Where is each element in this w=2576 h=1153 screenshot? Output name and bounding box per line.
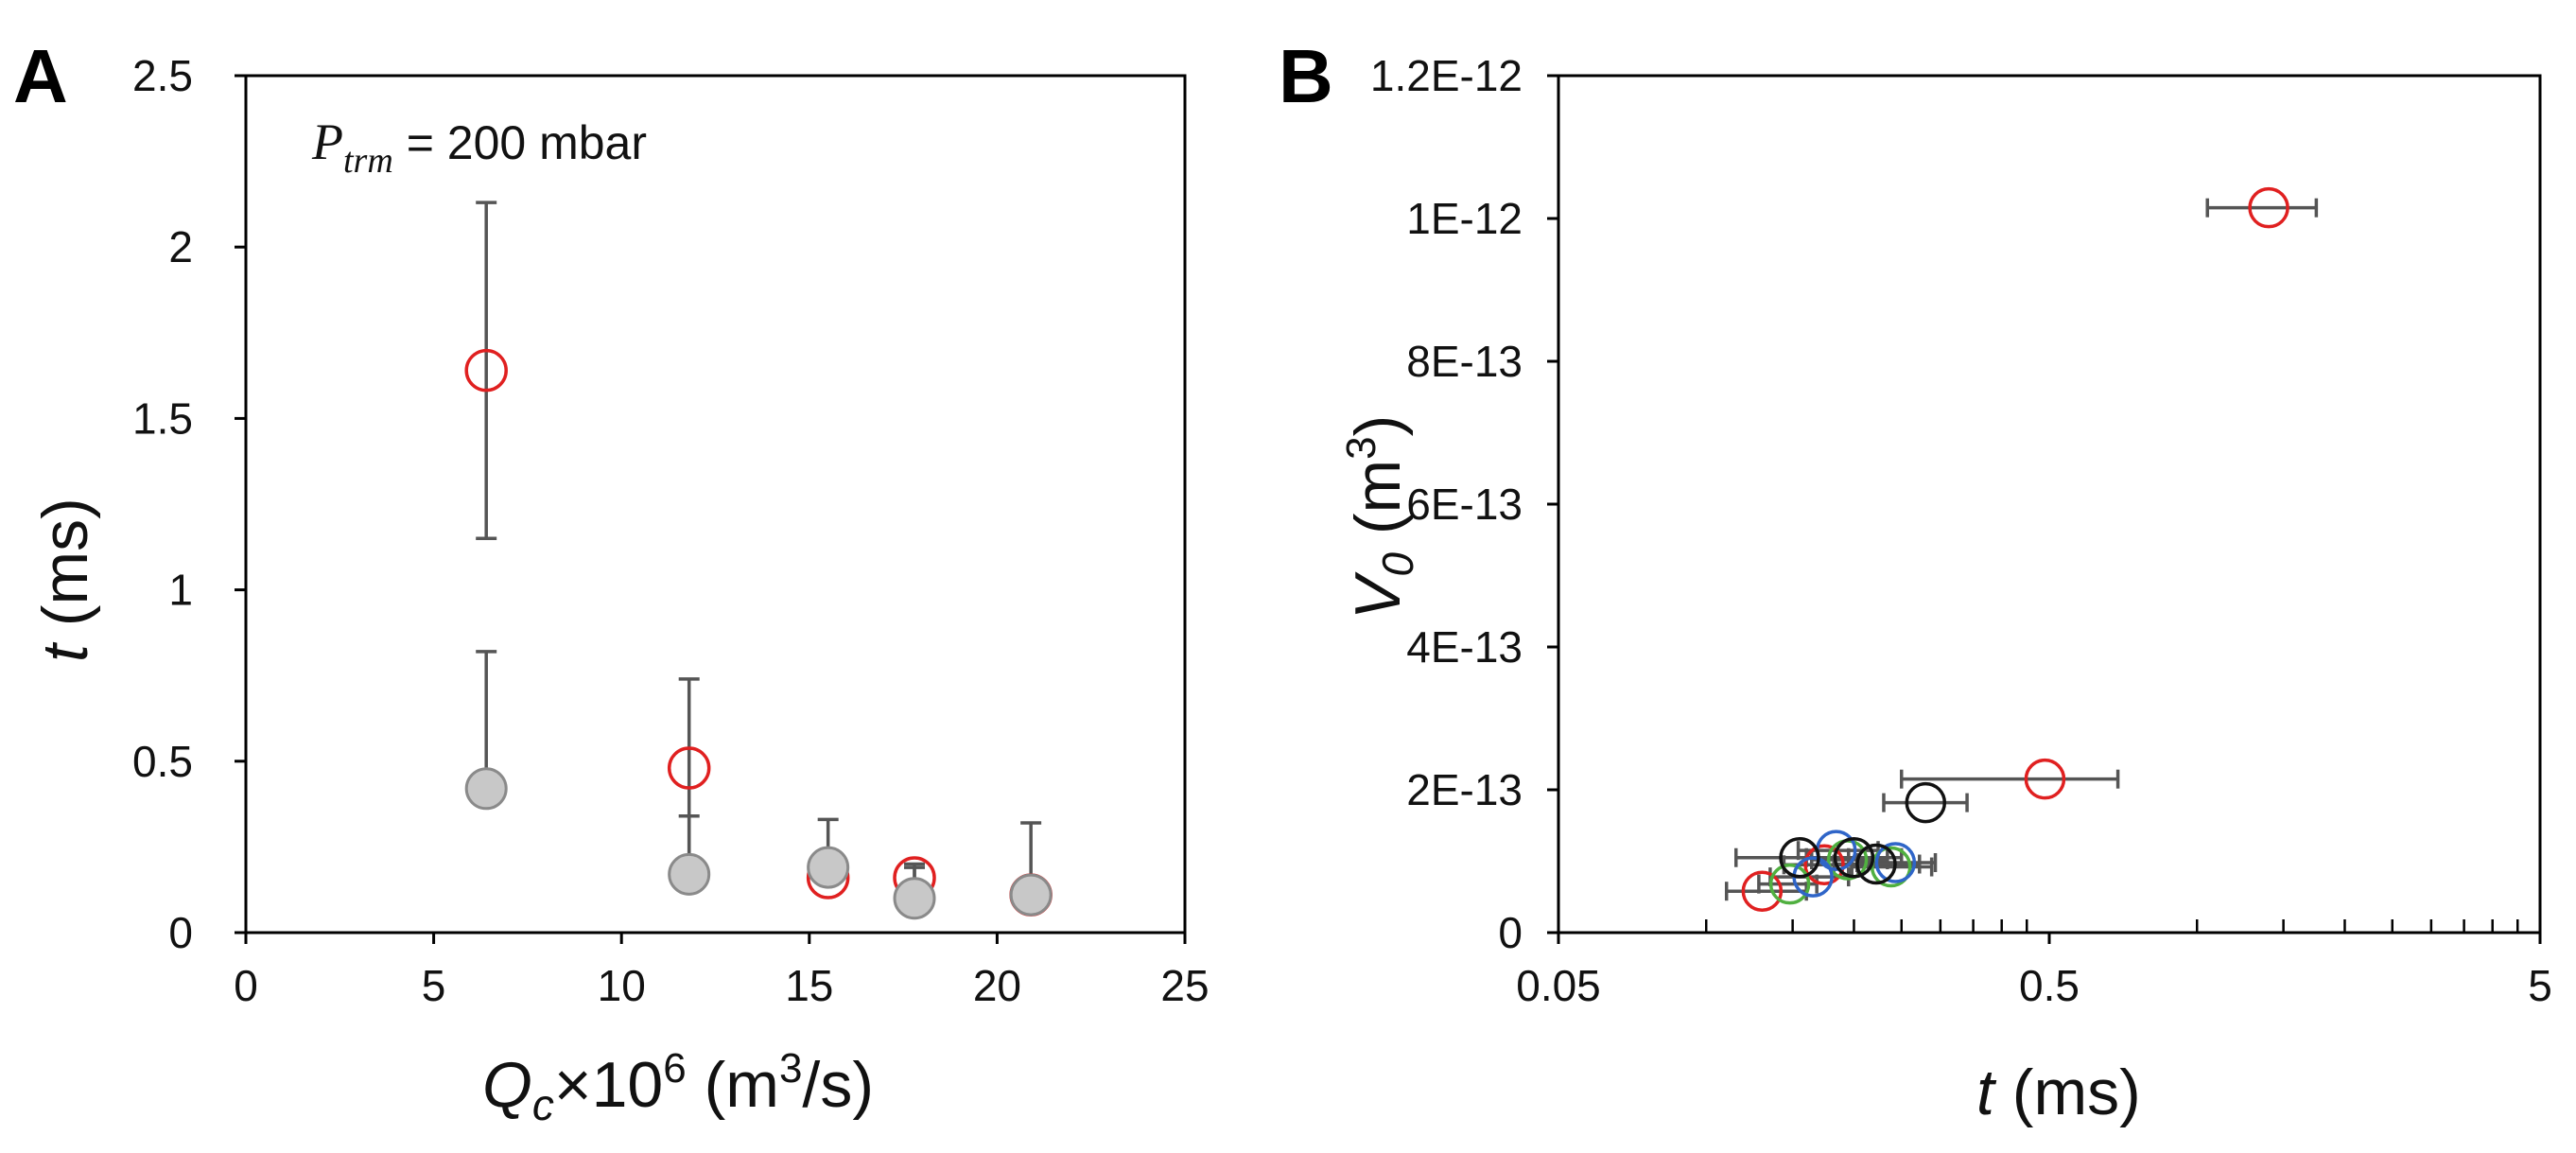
b-xlabel-unit: (ms) (1994, 1057, 2141, 1128)
xlabel-exponent: 6 (663, 1045, 686, 1092)
ylabel-symbol: t (29, 641, 101, 662)
y-tick-label: 0 (168, 908, 193, 957)
x-tick-label: 15 (785, 961, 833, 1010)
x-tick-label: 20 (973, 961, 1021, 1010)
xlabel-subscript: c (532, 1080, 554, 1129)
b-ylabel-symbol: V (1342, 571, 1414, 620)
data-point-black (1833, 836, 1875, 879)
data-point-gray (807, 846, 850, 889)
y-tick-label: 1E-12 (1406, 194, 1523, 243)
panel-b-ylabel: V0 (m3) (1338, 415, 1422, 620)
y-tick-label: 1.2E-12 (1370, 51, 1523, 100)
annotation-value: = 200 mbar (393, 116, 647, 169)
x-tick-label: 0 (234, 961, 258, 1010)
data-point-gray (1009, 873, 1053, 917)
data-point-gray (464, 767, 508, 811)
ylabel-unit: (ms) (29, 498, 101, 644)
data-point-red (1741, 870, 1784, 912)
b-ylabel-subscript: 0 (1373, 552, 1422, 577)
x-tick-label: 0.05 (1516, 961, 1601, 1010)
y-tick-label: 2E-13 (1406, 765, 1523, 814)
x-tick-label: 5 (422, 961, 446, 1010)
data-point-blue (1874, 842, 1917, 883)
xlabel-unit-close: /s) (802, 1049, 874, 1121)
data-point-red (667, 746, 711, 790)
data-point-red (2024, 758, 2066, 800)
x-tick-label: 5 (2528, 961, 2552, 1010)
y-tick-label: 6E-13 (1406, 480, 1523, 529)
b-ylabel-unit-close: ) (1342, 415, 1414, 437)
data-point-gray (668, 852, 711, 896)
data-point-red (2248, 186, 2289, 229)
panel-a-ylabel: t (ms) (29, 498, 101, 662)
panel-b-plot-area (1557, 74, 2542, 935)
panel-b-letter: B (1279, 34, 1333, 118)
y-tick-label: 2 (168, 222, 193, 271)
xlabel-multiplier: ×10 (554, 1049, 663, 1121)
xlabel-unit-open: (m (687, 1049, 779, 1121)
annotation-subscript: trm (343, 141, 393, 181)
y-tick-label: 1 (168, 566, 193, 615)
data-point-black (1905, 781, 1947, 824)
data-point-red (1803, 844, 1845, 886)
data-point-black (1779, 836, 1820, 879)
x-tick-label: 25 (1160, 961, 1209, 1010)
data-point-black (1855, 843, 1897, 885)
y-tick-label: 1.5 (132, 393, 193, 443)
annotation-symbol: P (311, 114, 343, 170)
b-ylabel-unit-exp: 3 (1338, 436, 1384, 459)
y-tick-label: 4E-13 (1406, 622, 1523, 672)
b-xlabel-symbol: t (1976, 1057, 1997, 1128)
data-point-green (1768, 863, 1811, 905)
panel-a-letter: A (13, 34, 68, 118)
x-tick-label: 10 (598, 961, 646, 1010)
y-tick-label: 8E-13 (1406, 337, 1523, 386)
panel-a-xlabel: Qc×106 (m3/s) (482, 1045, 874, 1129)
xlabel-symbol: Q (482, 1049, 532, 1121)
y-tick-label: 2.5 (132, 51, 193, 100)
y-tick-label: 0 (1498, 908, 1523, 957)
panel-a-annotation: Ptrm = 200 mbar (311, 114, 647, 181)
y-tick-label: 0.5 (132, 737, 193, 786)
b-ylabel-unit-open: (m (1342, 460, 1414, 552)
panel-a-plot-area (244, 74, 1187, 935)
x-tick-label: 0.5 (2019, 961, 2080, 1010)
xlabel-unit-exp: 3 (779, 1045, 802, 1092)
data-point-gray (893, 877, 936, 920)
panel-b-xlabel: t (ms) (1976, 1057, 2141, 1128)
data-point-red (464, 348, 508, 393)
